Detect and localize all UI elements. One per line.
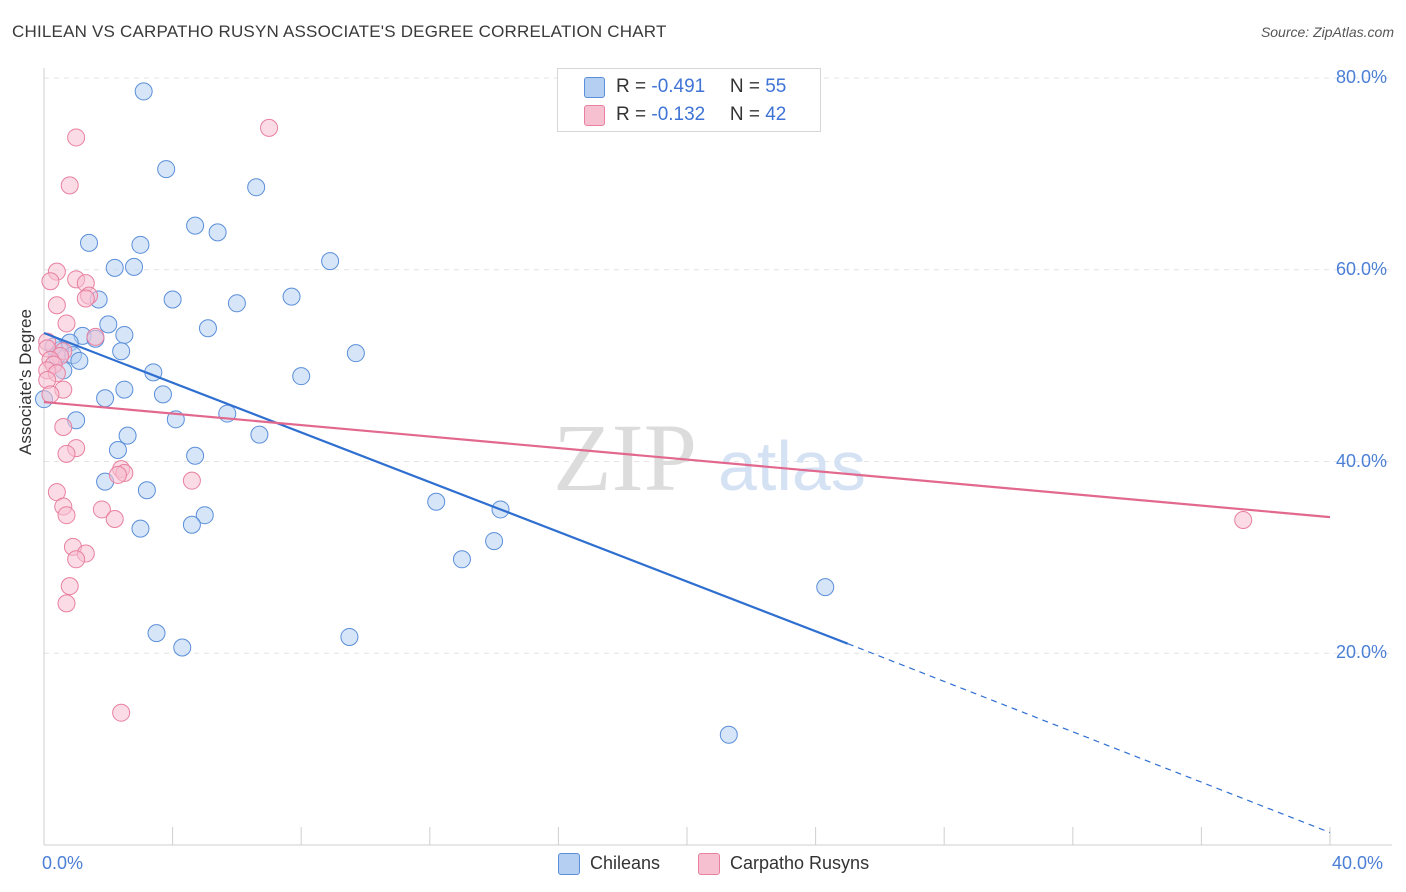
- legend-swatch-chileans: [584, 77, 605, 98]
- carpatho-rusyns-point-29: [182, 471, 201, 490]
- carpatho-rusyns-point-23: [54, 417, 73, 436]
- chileans-point-43: [182, 515, 201, 534]
- legend-n-value: 55: [765, 76, 787, 97]
- chileans-point-49: [340, 627, 359, 646]
- chileans-trendline-extension: [847, 643, 1331, 834]
- y-axis-label: Associate's Degree: [16, 309, 35, 455]
- carpatho-rusyns-point-9: [47, 296, 66, 315]
- chileans-point-4: [186, 216, 205, 235]
- chileans-point-51: [719, 725, 738, 744]
- watermark: ZIP atlas: [553, 404, 866, 511]
- legend-n-label: N =: [729, 104, 766, 125]
- chileans-point-12: [163, 290, 182, 309]
- chileans-point-36: [108, 440, 127, 459]
- x-tick-label: 0.0%: [42, 853, 84, 873]
- chileans-point-27: [115, 380, 134, 399]
- chileans-point-30: [153, 385, 172, 404]
- chileans-point-9: [321, 252, 340, 271]
- chileans-point-5: [131, 235, 150, 254]
- chileans-point-35: [118, 426, 137, 445]
- carpatho-rusyns-point-28: [108, 465, 127, 484]
- x-tick-label: 40.0%: [1332, 853, 1384, 873]
- carpatho-rusyns-point-4: [41, 272, 60, 291]
- carpatho-rusyns-point-2: [60, 176, 79, 195]
- bottom-legend-label-carpatho-rusyns: Carpatho Rusyns: [730, 853, 870, 873]
- chileans-point-18: [115, 325, 134, 344]
- chileans-point-0: [134, 82, 153, 101]
- carpatho-rusyns-trendline: [43, 400, 1331, 519]
- chileans-point-1: [157, 160, 176, 179]
- chileans-point-45: [485, 532, 504, 551]
- carpatho-rusyns-point-33: [57, 506, 76, 525]
- chileans-point-40: [427, 492, 446, 511]
- legend-r-label: R =: [616, 76, 652, 97]
- bottom-legend-label-chileans: Chileans: [590, 853, 661, 873]
- carpatho-rusyns-points: [38, 118, 1253, 722]
- chileans-point-47: [816, 578, 835, 597]
- y-tick-label: 60.0%: [1336, 258, 1388, 279]
- chileans-point-14: [99, 315, 118, 334]
- carpatho-rusyns-point-11: [86, 327, 105, 346]
- carpatho-rusyns-point-40: [112, 703, 131, 722]
- chileans-point-13: [227, 294, 246, 313]
- axes: [43, 68, 1392, 846]
- chileans-point-21: [112, 342, 131, 361]
- carpatho-rusyns-point-34: [105, 510, 124, 529]
- chileans-point-7: [105, 258, 124, 277]
- chileans-point-53: [70, 351, 89, 370]
- y-tick-label: 20.0%: [1336, 642, 1388, 663]
- bottom-legend-swatch-chileans: [558, 853, 580, 875]
- chileans-point-3: [208, 223, 227, 242]
- carpatho-rusyns-point-10: [57, 314, 76, 333]
- chileans-point-39: [137, 481, 156, 500]
- carpatho-rusyns-point-25: [57, 444, 76, 463]
- carpatho-rusyns-point-22: [41, 385, 60, 404]
- carpatho-rusyns-point-0: [260, 118, 279, 137]
- watermark-atlas: atlas: [718, 427, 866, 505]
- chileans-point-8: [125, 257, 144, 276]
- y-tick-label: 80.0%: [1336, 67, 1388, 87]
- gridlines: [44, 77, 1392, 654]
- legend-swatch-carpatho-rusyns: [584, 105, 605, 126]
- source-label: Source: ZipAtlas.com: [1260, 24, 1394, 40]
- carpatho-rusyns-point-39: [57, 594, 76, 613]
- carpatho-rusyns-point-1: [67, 128, 86, 147]
- carpatho-rusyns-point-32: [92, 500, 111, 519]
- legend-n-value: 42: [765, 104, 787, 125]
- chileans-point-37: [186, 446, 205, 465]
- chileans-point-44: [131, 519, 150, 538]
- carpatho-rusyns-point-41: [1234, 510, 1253, 529]
- legend-r-value: -0.132: [651, 104, 706, 125]
- chileans-point-34: [250, 425, 269, 444]
- chileans-trendline: [43, 332, 849, 645]
- chileans-point-10: [282, 287, 301, 306]
- chileans-point-26: [292, 367, 311, 386]
- trendlines: [43, 332, 1331, 834]
- carpatho-rusyns-point-8: [76, 289, 95, 308]
- chileans-point-46: [452, 550, 471, 569]
- legend-r-value: -0.491: [651, 76, 706, 97]
- y-tick-label: 40.0%: [1336, 450, 1388, 471]
- chileans-point-29: [96, 389, 115, 408]
- chileans-point-42: [195, 506, 214, 525]
- carpatho-rusyns-point-38: [60, 577, 79, 596]
- chileans-point-15: [198, 319, 217, 338]
- chileans-point-6: [80, 233, 99, 252]
- carpatho-rusyns-point-37: [67, 550, 86, 569]
- chileans-point-50: [173, 638, 192, 657]
- bottom-legend-swatch-carpatho-rusyns: [698, 853, 720, 875]
- legend-n-label: N =: [729, 76, 766, 97]
- chileans-point-2: [247, 178, 266, 197]
- legend-r-label: R =: [616, 104, 652, 125]
- chileans-point-22: [346, 344, 365, 363]
- chart-title: CHILEAN VS CARPATHO RUSYN ASSOCIATE'S DE…: [12, 22, 667, 41]
- chileans-point-48: [147, 624, 166, 643]
- correlation-legend: R = -0.491 N = 55 R = -0.132 N = 42: [557, 68, 821, 132]
